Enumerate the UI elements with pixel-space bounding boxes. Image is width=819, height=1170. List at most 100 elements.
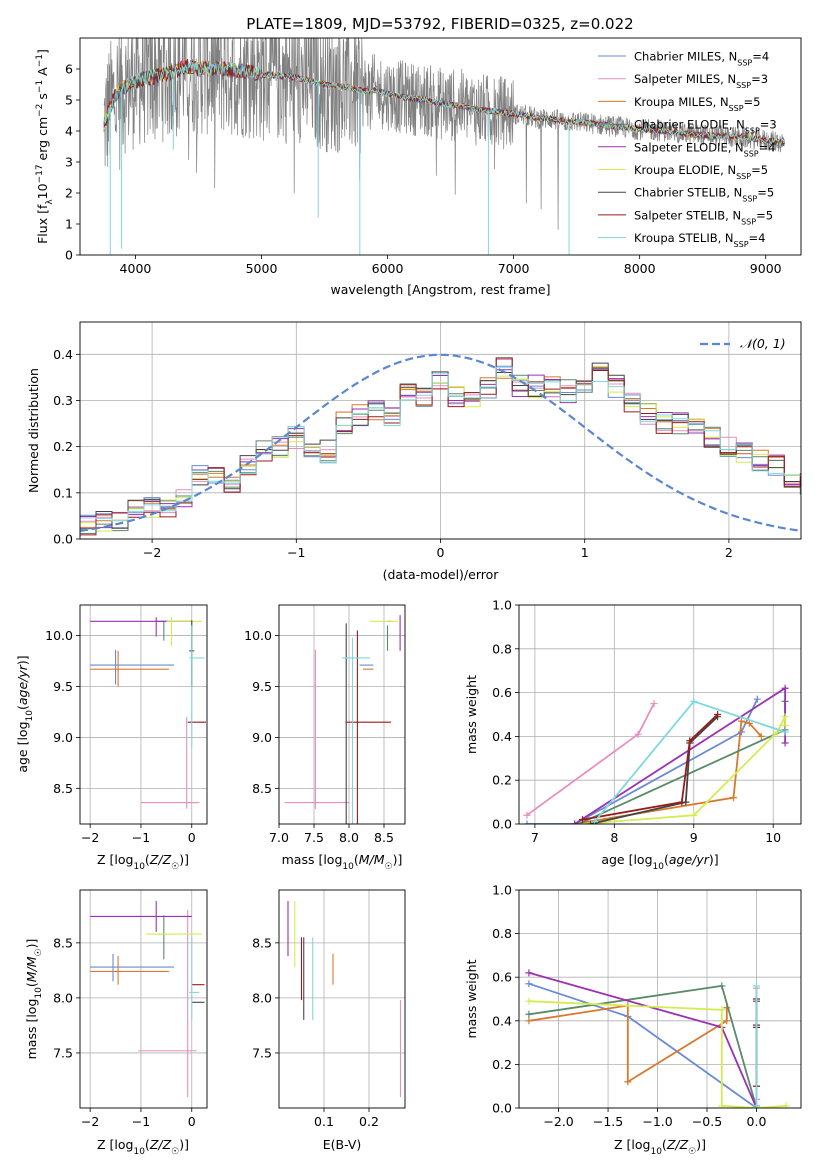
y-tick-label: 0 <box>65 248 73 263</box>
age_vs_Z-frame <box>79 604 208 825</box>
mass_vs_ebv-frame <box>278 889 406 1109</box>
y-tick-label: 4 <box>65 124 73 139</box>
weight-series <box>526 698 759 824</box>
x-tick-label: 8 <box>610 830 618 845</box>
x-tick-label: −2 <box>81 1114 99 1129</box>
histogram-frame <box>79 321 802 540</box>
y-tick-label: 0.3 <box>53 393 73 408</box>
y-tick-label: 8.5 <box>252 781 272 796</box>
weight-marker <box>525 997 533 1005</box>
weight-marker <box>752 982 760 990</box>
weight-marker <box>523 820 531 824</box>
mass_vs_ebv-axes: 0.1 0.2 7.5 8.0 8.5 <box>252 890 405 1129</box>
y-tick-label: 0.8 <box>492 926 512 941</box>
weight-marker <box>781 728 789 736</box>
x-tick-label: 0.0 <box>747 1114 767 1129</box>
weight-marker <box>737 717 745 725</box>
y-axis-label: age [log10(age/yr)] <box>15 655 35 772</box>
histogram-legend: 𝒩(0, 1) <box>700 336 786 351</box>
x-tick-label: 9000 <box>750 261 782 276</box>
figure-title: PLATE=1809, MJD=53792, FIBERID=0325, z=0… <box>246 15 633 33</box>
x-tick-label: 7.5 <box>304 830 324 845</box>
weight-marker <box>523 811 531 819</box>
weight-marker <box>525 980 533 988</box>
legend-entry: Chabrier ELODIE, NSSP=3 <box>634 118 777 136</box>
y-tick-label: 10.0 <box>244 628 272 643</box>
x-axis-label: wavelength [Angstrom, rest frame] <box>330 282 550 297</box>
weight-marker <box>781 684 789 692</box>
weight-marker <box>781 721 789 729</box>
x-tick-label: 7.0 <box>269 830 289 845</box>
weight_vs_Z-lines <box>525 969 790 1108</box>
x-tick-label: 10 <box>765 830 781 845</box>
weight_vs_age-frame <box>518 604 802 825</box>
x-tick-label: −1 <box>132 1114 150 1129</box>
y-tick-label: 7.5 <box>252 1045 272 1060</box>
y-tick-label: 0.4 <box>53 347 73 362</box>
y-tick-label: 10.0 <box>45 628 73 643</box>
x-tick-label: 8.0 <box>339 830 359 845</box>
y-tick-label: 9.5 <box>252 679 272 694</box>
weight-marker <box>690 697 698 705</box>
legend-entry: Chabrier MILES, NSSP=4 <box>634 50 769 68</box>
spectrum-lines <box>103 38 785 255</box>
y-tick-label: 8.5 <box>53 935 73 950</box>
weight-marker <box>781 713 789 721</box>
x-tick-label: 7000 <box>498 261 530 276</box>
y-tick-label: 8.5 <box>252 935 272 950</box>
plots-group: 4000 5000 6000 7000 8000 90000123456wavelengt… <box>15 37 802 1157</box>
weight-marker <box>714 711 722 718</box>
x-tick-label: 0 <box>188 830 196 845</box>
x-tick-label: −0.5 <box>692 1114 722 1129</box>
x-axis-label: Z [log10(Z/Z☉)] <box>97 852 189 872</box>
y-tick-label: 0.0 <box>492 1101 512 1116</box>
weight-marker <box>525 969 533 977</box>
legend-entry: Salpeter MILES, NSSP=3 <box>634 72 768 90</box>
weight-marker <box>678 798 686 806</box>
histogram-series <box>80 367 801 529</box>
y-tick-label: 9.0 <box>53 730 73 745</box>
x-tick-label: −1 <box>287 545 305 560</box>
histogram-axes: −2 −1 0 1 2 0.0 0.1 0.2 0.3 0.4 <box>53 322 801 560</box>
y-tick-label: 8.0 <box>252 990 272 1005</box>
weight-marker <box>737 728 745 736</box>
y-tick-label: 9.0 <box>252 730 272 745</box>
weight-marker <box>718 982 726 990</box>
x-tick-label: 8.5 <box>374 830 394 845</box>
x-tick-label: 9 <box>690 830 698 845</box>
legend-entry: Salpeter ELODIE, NSSP=4 <box>634 140 776 158</box>
weight-series <box>582 713 719 821</box>
x-tick-label: −1 <box>132 830 150 845</box>
legend-entry: Salpeter STELIB, NSSP=5 <box>634 208 773 226</box>
y-tick-label: 9.5 <box>53 679 73 694</box>
y-tick-label: 0.4 <box>492 1013 512 1028</box>
mass_vs_ebv-points <box>287 901 402 1097</box>
x-axis-label: Z [log10(Z/Z☉)] <box>97 1137 189 1157</box>
weight-marker <box>586 820 594 824</box>
y-axis-label: mass weight <box>464 959 479 1038</box>
mass_vs_Z-axes: −2 −1 0 7.5 8.0 8.5 <box>53 890 207 1129</box>
weight_vs_age-axes: 7 8 9 10 0.0 0.2 0.4 0.6 0.8 1.0 <box>492 598 801 845</box>
normal-curve <box>80 353 801 532</box>
x-axis-label: E(B-V) <box>323 1137 362 1152</box>
y-tick-label: 0.0 <box>53 532 73 547</box>
y-tick-label: 8.0 <box>53 990 73 1005</box>
age_vs_mass-frame <box>278 604 406 825</box>
x-tick-label: 0 <box>188 1114 196 1129</box>
x-tick-label: −2.0 <box>543 1114 573 1129</box>
y-tick-label: 0.1 <box>53 485 73 500</box>
y-tick-label: 7.5 <box>53 1045 73 1060</box>
weight-marker <box>579 816 587 824</box>
y-tick-label: 1.0 <box>492 883 512 898</box>
y-tick-label: 8.5 <box>53 781 73 796</box>
x-tick-label: 7 <box>531 830 539 845</box>
x-tick-label: 1 <box>581 545 589 560</box>
x-axis-label: mass [log10(M/M☉)] <box>282 852 403 872</box>
y-tick-label: 1.0 <box>492 598 512 613</box>
weight-marker <box>723 1017 731 1025</box>
x-axis-label: (data-model)/error <box>383 567 500 582</box>
weight_vs_Z-frame <box>518 889 802 1109</box>
y-tick-label: 0.2 <box>492 1057 512 1072</box>
legend-entry: 𝒩(0, 1) <box>740 336 786 351</box>
